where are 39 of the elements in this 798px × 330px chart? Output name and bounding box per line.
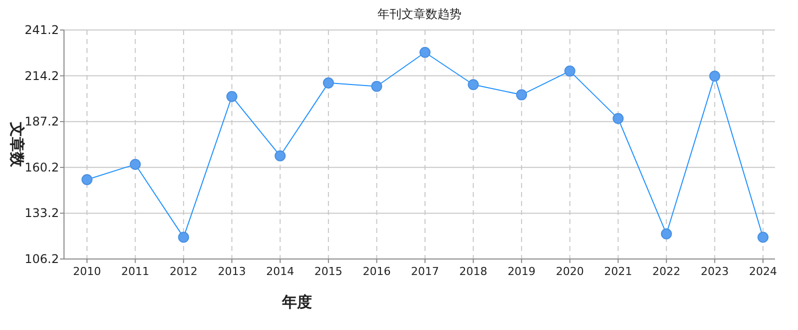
x-tick-label: 2012 — [170, 265, 198, 278]
y-tick-label: 133.2 — [24, 206, 59, 220]
point — [612, 113, 624, 124]
point — [516, 89, 528, 100]
y-axis-title: 文章数 — [8, 121, 26, 168]
point — [226, 90, 238, 102]
x-tick-label: 2011 — [121, 265, 150, 278]
x-tick-label: 2015 — [314, 265, 342, 278]
x-axis-title: 年度 — [281, 293, 312, 311]
chart-title: 年刊文章数趋势 — [378, 7, 462, 21]
point — [371, 80, 382, 92]
y-tick-label: 241.2 — [24, 23, 59, 37]
point — [82, 174, 92, 186]
x-tick-label: 2020 — [556, 265, 584, 278]
x-tick-label: 2024 — [749, 265, 777, 278]
x-tick-label: 2019 — [508, 265, 536, 278]
y-tick-label: 160.2 — [24, 160, 59, 174]
x-tick-label: 2021 — [604, 265, 632, 278]
y-tick-label: 214.2 — [24, 68, 59, 83]
x-tick-label: 2013 — [218, 265, 246, 278]
point — [322, 77, 334, 88]
point — [468, 79, 479, 90]
x-tick-label: 2017 — [411, 265, 439, 278]
x-tick-label: 2018 — [459, 265, 488, 278]
x-tick-label: 2014 — [266, 265, 294, 278]
y-tick-label: 106.2 — [24, 252, 59, 266]
point — [178, 232, 190, 243]
x-tick-label: 2022 — [652, 265, 680, 278]
point — [420, 46, 430, 58]
point — [709, 70, 720, 82]
x-tick-label: 2016 — [362, 265, 391, 278]
x-tick-label: 2023 — [700, 265, 729, 278]
point — [660, 228, 672, 240]
y-tick-label: 187.2 — [24, 114, 59, 129]
point — [758, 232, 768, 243]
point — [130, 158, 141, 170]
point — [274, 150, 286, 162]
point — [564, 66, 576, 77]
x-tick-label: 2010 — [73, 265, 101, 278]
